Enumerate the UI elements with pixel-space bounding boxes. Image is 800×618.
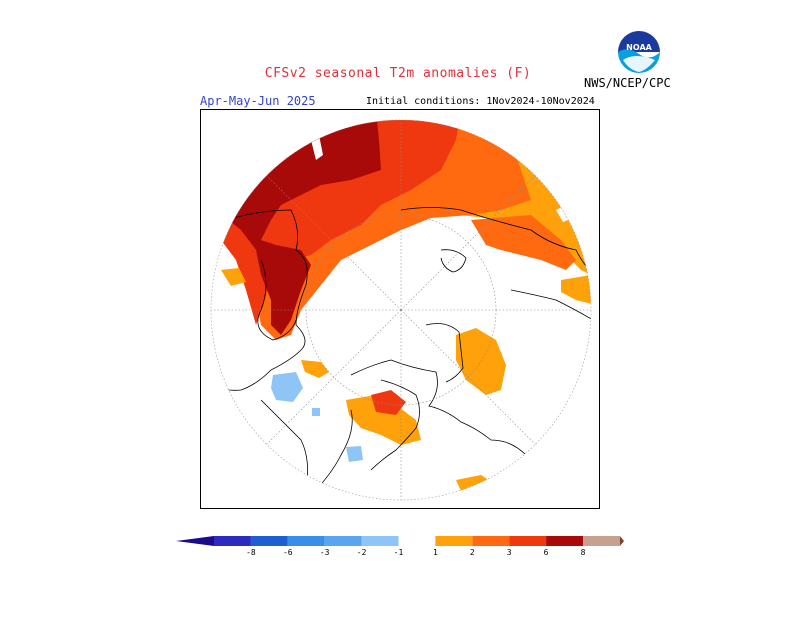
legend-swatch-7 — [472, 536, 510, 546]
legend-swatch-2 — [287, 536, 325, 546]
legend-tick-label: -8 — [246, 548, 256, 557]
legend-swatch-9 — [546, 536, 583, 546]
svg-text:NOAA: NOAA — [626, 43, 652, 52]
legend-swatch-4 — [361, 536, 399, 546]
globe-disc — [211, 120, 591, 500]
legend-tick-label: -3 — [319, 548, 330, 557]
noaa-logo-icon: NOAA — [617, 30, 661, 74]
legend-tick-label: 3 — [506, 548, 512, 557]
legend-swatch-1 — [250, 536, 288, 546]
legend-tick-label: 2 — [469, 548, 475, 557]
snow-patch — [311, 135, 323, 160]
legend-swatch-5 — [398, 536, 436, 546]
anomaly-region-warm1-west — [221, 268, 246, 286]
legend-tick-label: 8 — [580, 548, 586, 557]
legend-swatch-0 — [214, 536, 251, 546]
anomaly-region-cold5-pacific — [346, 446, 363, 462]
legend-swatch-10 — [583, 536, 620, 546]
initial-conditions-label: Initial conditions: 1Nov2024-10Nov2024 — [366, 96, 595, 107]
anomaly-region-warm1-greenland — [346, 395, 421, 445]
legend-tick-label: 1 — [432, 548, 438, 557]
anomaly-region-cold5-alaska — [271, 372, 303, 402]
anomaly-region-warm1-africa — [456, 475, 501, 500]
anomaly-region-warm1-east — [561, 275, 591, 305]
anomaly-region-warm3-canada — [371, 390, 406, 415]
legend-arrow-warm — [619, 536, 624, 546]
polar-map — [200, 109, 600, 509]
anomaly-region-warm1-canada — [301, 360, 329, 378]
colorbar-final — [170, 534, 630, 548]
legend-swatch-8 — [509, 536, 547, 546]
legend-swatch-6 — [435, 536, 473, 546]
legend-tick-label: -2 — [356, 548, 367, 557]
legend-swatch-3 — [324, 536, 362, 546]
anomaly-region-warm1-europe — [456, 328, 506, 395]
anomaly-region-cold5-pacific-small — [312, 408, 320, 416]
graticule — [211, 120, 591, 500]
legend-arrow-cold — [176, 536, 214, 546]
agency-label: NWS/NCEP/CPC — [584, 76, 671, 90]
legend-tick-label: 6 — [543, 548, 549, 557]
anomaly-region-warm2-east — [471, 215, 576, 270]
globe-edge — [210, 119, 592, 501]
legend-tick-label: -6 — [282, 548, 293, 557]
legend-tick-label: -1 — [393, 548, 404, 557]
map-title: CFSv2 seasonal T2m anomalies (F) — [264, 66, 532, 81]
season-label: Apr-May-Jun 2025 — [200, 94, 316, 108]
